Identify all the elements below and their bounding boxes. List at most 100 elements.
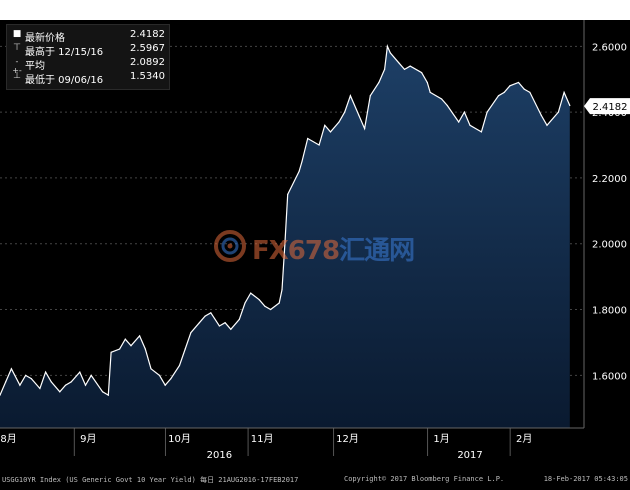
legend-row-high: ⊤ 最高于 12/15/16 2.5967: [11, 43, 167, 58]
data-point: [429, 91, 431, 93]
y-tick-label: 2.6000: [592, 42, 627, 53]
y-tick-label: 1.6000: [592, 371, 627, 382]
data-point: [144, 348, 146, 350]
x-month-label: 2月: [516, 433, 532, 445]
data-point: [409, 65, 411, 67]
data-point: [364, 128, 366, 130]
data-point: [546, 124, 548, 126]
data-point: [210, 312, 212, 314]
legend-average-marker-icon: -+-: [12, 57, 22, 75]
data-point: [307, 137, 309, 140]
x-month-label: 10月: [168, 433, 191, 445]
footer-copyright: Copyright© 2017 Bloomberg Finance L.P.: [344, 475, 505, 483]
data-point: [45, 371, 47, 373]
data-point: [238, 318, 240, 320]
data-point: [389, 52, 391, 54]
data-point: [398, 62, 400, 64]
data-point: [503, 91, 505, 93]
legend-value: 2.5967: [130, 43, 165, 54]
data-point: [70, 381, 72, 383]
legend-value: 2.0892: [130, 57, 165, 68]
data-point: [338, 121, 340, 123]
data-point: [509, 85, 511, 87]
last-value-box: [584, 98, 630, 115]
legend-value: 2.4182: [130, 29, 165, 40]
yield-chart: 2.60002.40002.20002.00001.80001.60008月9月…: [0, 20, 630, 461]
data-point: [110, 351, 112, 353]
data-point: [90, 374, 92, 376]
data-point: [281, 289, 283, 291]
data-point: [284, 243, 286, 245]
data-point: [441, 98, 443, 100]
x-month-label: 11月: [251, 433, 274, 445]
legend-value: 1.5340: [130, 71, 165, 82]
data-point: [39, 387, 41, 390]
legend-high-marker-icon: ⊤: [13, 43, 21, 53]
footer-bar: USGG10YR Index (US Generic Govt 10 Year …: [0, 472, 630, 490]
x-year-label: 2016: [207, 450, 232, 461]
data-point: [258, 299, 260, 301]
data-point: [480, 131, 482, 133]
data-point: [190, 332, 192, 334]
data-point: [0, 394, 1, 396]
chart-frame: 2.60002.40002.20002.00001.80001.60008月9月…: [0, 20, 630, 472]
data-point: [557, 111, 560, 113]
data-point: [19, 384, 21, 386]
data-point: [10, 368, 12, 370]
data-point: [102, 391, 104, 393]
y-tick-label: 2.0000: [592, 240, 627, 251]
x-month-label: 8月: [0, 433, 16, 445]
data-point: [378, 81, 380, 84]
data-point: [318, 144, 320, 146]
legend: ■ 最新价格 2.4182 ⊤ 最高于 12/15/16 2.5967 -+- …: [6, 24, 170, 90]
data-point: [298, 170, 300, 172]
data-point: [158, 374, 161, 376]
data-point: [170, 378, 172, 380]
legend-row-latest: ■ 最新价格 2.4182: [11, 29, 167, 44]
data-point: [386, 45, 388, 47]
legend-low-marker-icon: ⊥: [13, 71, 21, 81]
watermark-cn: 汇通网: [339, 236, 415, 266]
axis-layer: 2.60002.40002.20002.00001.80001.60008月9月…: [0, 20, 630, 461]
legend-label: 平均: [25, 61, 45, 72]
data-point: [458, 121, 460, 123]
footer-series-info: USGG10YR Index (US Generic Govt 10 Year …: [2, 476, 299, 484]
legend-row-average: -+- 平均 2.0892: [11, 57, 167, 75]
data-point: [517, 81, 520, 84]
watermark: FX678汇通网: [210, 228, 430, 266]
data-point: [244, 302, 246, 304]
data-point: [563, 91, 565, 93]
data-point: [64, 384, 67, 386]
data-point: [204, 315, 206, 317]
data-point: [486, 111, 488, 113]
data-point: [421, 72, 423, 74]
data-point: [178, 364, 181, 367]
data-point: [403, 68, 406, 70]
data-point: [184, 348, 186, 350]
data-point: [301, 160, 303, 163]
data-point: [497, 95, 500, 97]
data-point: [469, 124, 471, 126]
x-month-label: 12月: [336, 433, 359, 445]
data-point: [264, 305, 266, 307]
series-line: [0, 44, 571, 397]
series-area: [0, 46, 570, 429]
data-point: [250, 292, 252, 294]
y-tick-label: 1.8000: [592, 306, 627, 317]
data-point: [50, 381, 52, 383]
last-value-label: 2.4182: [593, 102, 628, 113]
data-point: [463, 111, 465, 113]
data-point: [139, 335, 141, 337]
data-point: [446, 104, 448, 107]
data-point: [287, 193, 289, 195]
data-point: [218, 325, 220, 327]
data-point: [150, 368, 152, 370]
x-month-label: 1月: [433, 433, 449, 445]
legend-label: 最高于 12/15/16: [25, 47, 104, 58]
data-point: [384, 68, 386, 70]
legend-label: 最低于 09/06/16: [25, 75, 104, 86]
legend-row-low: ⊥ 最低于 09/06/16 1.5340: [11, 71, 167, 86]
data-point: [107, 394, 109, 396]
data-point: [59, 391, 61, 393]
data-point: [329, 131, 332, 133]
